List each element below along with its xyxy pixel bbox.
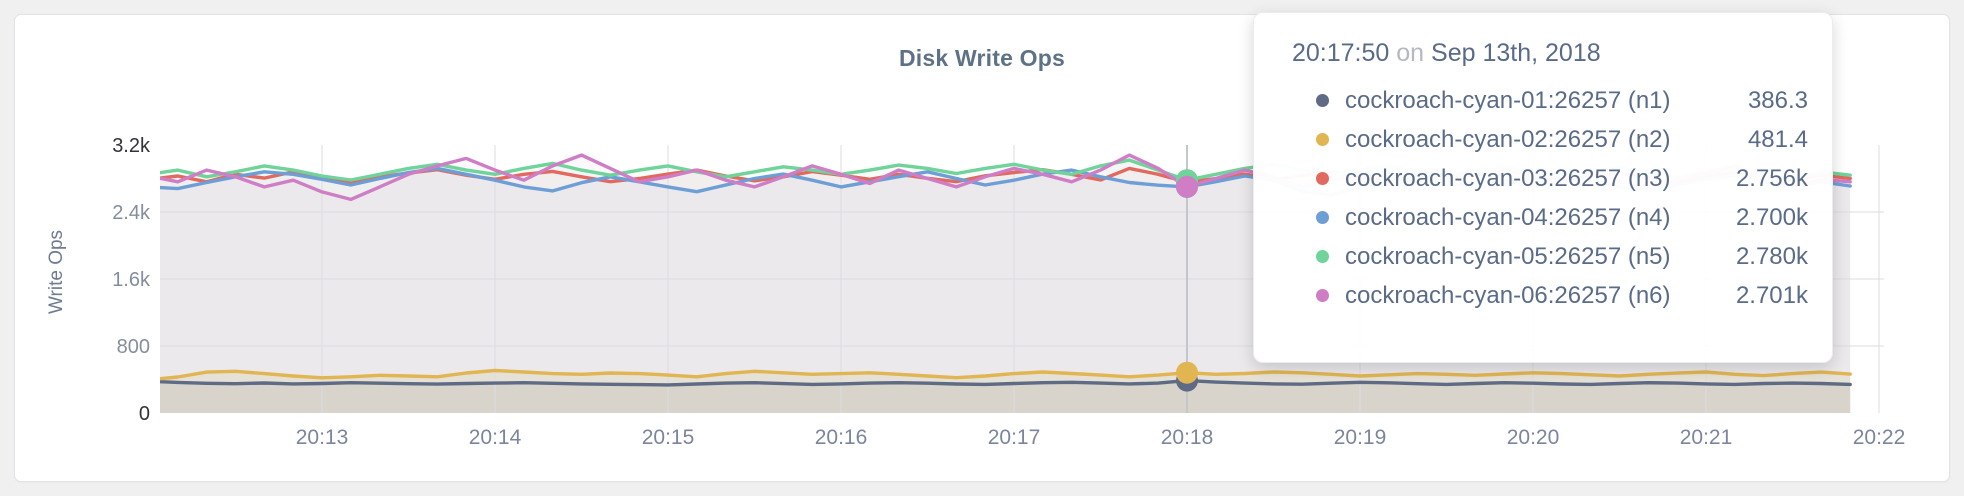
tooltip-series-row: cockroach-cyan-04:26257 (n4) 2.700k xyxy=(1292,198,1808,237)
tooltip-timestamp: 20:17:50 on Sep 13th, 2018 xyxy=(1292,39,1808,68)
series-fill-2 xyxy=(160,370,1851,413)
y-tick-label: 1.6k xyxy=(112,269,151,291)
chart-tooltip: 20:17:50 on Sep 13th, 2018 cockroach-cya… xyxy=(1253,12,1833,363)
tooltip-date: Sep 13th, 2018 xyxy=(1431,39,1601,67)
hover-dot-6 xyxy=(1175,175,1198,198)
series-line-2 xyxy=(160,368,1852,381)
y-tick-label: 800 xyxy=(117,336,150,358)
tooltip-on-word: on xyxy=(1396,39,1425,67)
series-label: cockroach-cyan-01:26257 (n1) xyxy=(1345,86,1671,114)
x-tick-label: 20:14 xyxy=(469,426,522,449)
x-tick-label: 20:16 xyxy=(815,426,868,449)
x-tick-label: 20:15 xyxy=(642,426,695,449)
series-color-dot xyxy=(1316,289,1329,302)
series-color-dot xyxy=(1316,133,1329,146)
series-value: 2.700k xyxy=(1735,203,1808,231)
tooltip-series-row: cockroach-cyan-06:26257 (n6) 2.701k xyxy=(1292,276,1808,315)
series-value: 2.701k xyxy=(1735,281,1808,309)
series-color-dot xyxy=(1316,94,1329,107)
chart-title: Disk Write Ops xyxy=(899,45,1065,71)
tooltip-series-row: cockroach-cyan-01:26257 (n1) 386.3 xyxy=(1292,81,1808,120)
tooltip-series-row: cockroach-cyan-05:26257 (n5) 2.780k xyxy=(1292,237,1808,276)
x-tick-label: 20:18 xyxy=(1161,426,1214,449)
series-color-dot xyxy=(1316,250,1329,263)
series-value: 2.780k xyxy=(1735,242,1808,270)
series-value: 2.756k xyxy=(1735,164,1808,192)
x-axis-labels: 20:13 20:14 20:15 20:16 20:17 20:18 20:19 20:20… xyxy=(296,426,1906,449)
hover-dot-2 xyxy=(1175,361,1198,384)
y-axis-labels: 3.2k 2.4k 1.6k 800 0 xyxy=(112,135,151,425)
series-label: cockroach-cyan-04:26257 (n4) xyxy=(1345,203,1671,231)
y-tick-label: 2.4k xyxy=(112,202,151,224)
tooltip-series-row: cockroach-cyan-02:26257 (n2) 481.4 xyxy=(1292,120,1808,159)
y-tick-label: 3.2k xyxy=(112,135,151,157)
x-tick-label: 20:19 xyxy=(1334,426,1387,449)
series-label: cockroach-cyan-06:26257 (n6) xyxy=(1345,281,1671,309)
x-tick-label: 20:17 xyxy=(988,426,1041,449)
series-label: cockroach-cyan-02:26257 (n2) xyxy=(1345,125,1671,153)
series-fill-1 xyxy=(160,380,1851,413)
series-color-dot xyxy=(1316,172,1329,185)
series-label: cockroach-cyan-03:26257 (n3) xyxy=(1345,164,1671,192)
x-tick-label: 20:22 xyxy=(1853,426,1906,449)
x-tick-label: 20:20 xyxy=(1507,426,1560,449)
series-line-1 xyxy=(160,378,1852,387)
x-tick-label: 20:13 xyxy=(296,426,349,449)
series-color-dot xyxy=(1316,211,1329,224)
x-tick-label: 20:21 xyxy=(1680,426,1733,449)
tooltip-series-list: cockroach-cyan-01:26257 (n1) 386.3 cockroa… xyxy=(1292,81,1808,315)
series-value: 386.3 xyxy=(1747,86,1808,114)
tooltip-time: 20:17:50 xyxy=(1292,39,1390,67)
y-tick-label: 0 xyxy=(139,403,150,425)
series-value: 481.4 xyxy=(1747,125,1808,153)
series-label: cockroach-cyan-05:26257 (n5) xyxy=(1345,242,1671,270)
tooltip-series-row: cockroach-cyan-03:26257 (n3) 2.756k xyxy=(1292,159,1808,198)
hover-highlight xyxy=(1175,145,1198,413)
